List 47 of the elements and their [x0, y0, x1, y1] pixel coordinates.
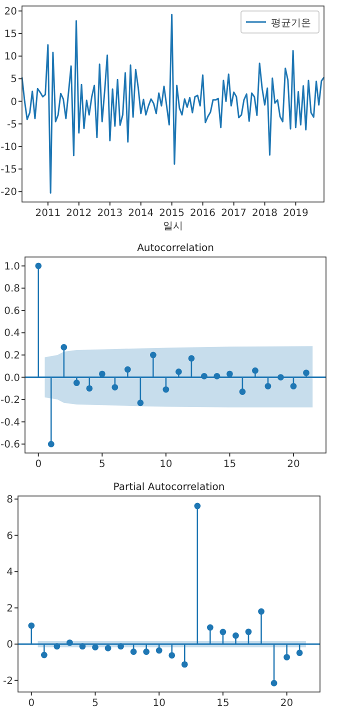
y-tick-label: 0 [6, 640, 13, 651]
x-tick-label: 2012 [66, 208, 92, 219]
y-tick-label: 0.0 [4, 372, 20, 384]
x-tick-label: 10 [160, 459, 172, 470]
y-tick-label: 10 [4, 52, 17, 63]
y-tick-label: -10 [0, 142, 17, 153]
x-tick-label: 5 [98, 459, 106, 470]
x-tick-label: 2013 [97, 208, 123, 219]
x-tick-label: 2018 [252, 208, 278, 219]
y-tick-label: 5 [10, 74, 17, 86]
x-tick-label: 15 [223, 459, 236, 470]
y-tick-label: 8 [6, 494, 13, 506]
chart-title: Partial Autocorrelation [113, 482, 225, 493]
x-tick-label: 0 [35, 459, 42, 470]
y-tick-label: 15 [4, 29, 17, 40]
y-tick-label: 0.2 [4, 350, 20, 362]
x-tick-label: 10 [152, 698, 166, 709]
y-tick-label: 20 [4, 6, 17, 18]
y-tick-label: -20 [0, 187, 17, 198]
chart-title: Autocorrelation [137, 243, 214, 254]
x-tick-label: 2015 [159, 208, 185, 219]
y-tick-label: -2 [3, 676, 13, 687]
x-tick-label: 2017 [221, 208, 247, 219]
y-tick-label: 2 [6, 603, 13, 614]
x-tick-label: 20 [287, 459, 300, 470]
y-tick-label: 0 [10, 96, 17, 108]
x-tick-label: 2019 [282, 208, 308, 219]
legend-label: 평균기온 [271, 18, 311, 29]
y-tick-label: 4 [6, 567, 13, 578]
y-tick-label: -15 [0, 164, 17, 176]
y-tick-label: 0.6 [4, 306, 20, 317]
y-tick-label: -0.2 [0, 395, 20, 406]
x-tick-label: 0 [28, 698, 35, 709]
x-tick-label: 5 [92, 698, 98, 709]
y-tick-label: 0.8 [4, 284, 20, 295]
y-tick-label: -5 [7, 119, 17, 130]
x-tick-label: 2014 [128, 208, 154, 219]
x-tick-label: 20 [280, 698, 294, 709]
y-tick-label: -0.4 [0, 417, 20, 428]
x-axis-title: 일시 [163, 221, 183, 232]
x-tick-label: 2016 [190, 208, 216, 219]
x-tick-label: 15 [216, 698, 230, 709]
y-tick-label: 0.4 [4, 328, 20, 340]
x-tick-label: 2011 [35, 208, 61, 219]
y-tick-label: 6 [6, 530, 13, 542]
y-tick-label: -0.6 [0, 440, 20, 451]
y-tick-label: 1.0 [4, 261, 20, 272]
